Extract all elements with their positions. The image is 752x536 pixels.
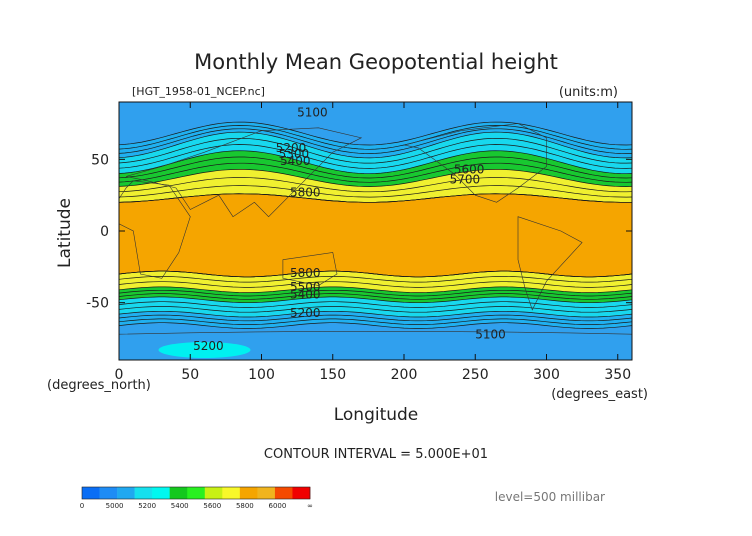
contour-label: 5600 bbox=[454, 163, 485, 177]
colorbar-bin bbox=[169, 487, 188, 499]
x-tick-label: 250 bbox=[462, 367, 489, 383]
contour-line bbox=[119, 306, 632, 313]
x-unit-label: (degrees_east) bbox=[551, 387, 648, 402]
colorbar-tick-label: 5000 bbox=[106, 502, 124, 510]
coastline-3 bbox=[403, 123, 547, 203]
contour-line bbox=[119, 125, 632, 150]
contour-line bbox=[119, 293, 632, 300]
band-tropical-high bbox=[119, 193, 632, 277]
colorbar-frame bbox=[81, 486, 311, 500]
contour-line bbox=[119, 128, 632, 154]
contour-line bbox=[119, 301, 632, 308]
colorbar-bin bbox=[274, 487, 293, 499]
colorbar-tick-label: 5600 bbox=[203, 502, 221, 510]
colorbar-bin bbox=[222, 487, 241, 499]
contour-label: 5200 bbox=[276, 141, 307, 155]
x-tick-label: 350 bbox=[604, 367, 631, 383]
contour-label: 5500 bbox=[290, 280, 321, 294]
contour-line bbox=[119, 121, 632, 146]
y-unit-label: (degrees_north) bbox=[47, 378, 151, 393]
contour-line bbox=[119, 162, 632, 183]
y-tick-label: 50 bbox=[91, 152, 109, 168]
contour-label: 5100 bbox=[475, 328, 506, 342]
y-tick-label: 0 bbox=[100, 224, 109, 240]
north-band-5100-5200 bbox=[119, 122, 632, 158]
contour-label: 5400 bbox=[280, 154, 311, 168]
contour-label: 5200 bbox=[290, 306, 321, 320]
north-band-5200-5400 bbox=[119, 132, 632, 174]
contour-label: 5800 bbox=[290, 266, 321, 280]
contour-line bbox=[119, 322, 632, 329]
contour-line bbox=[119, 185, 632, 198]
contour-interval-text: CONTOUR INTERVAL = 5.000E+01 bbox=[264, 447, 488, 462]
colorbar-tick-label: 5800 bbox=[236, 502, 254, 510]
colorbar-bin bbox=[99, 487, 118, 499]
colorbar-bin bbox=[187, 487, 206, 499]
colorbar-bin bbox=[134, 487, 153, 499]
coastline-4 bbox=[517, 216, 583, 311]
y-axis-label: Latitude bbox=[55, 198, 75, 268]
contour-line bbox=[119, 289, 632, 297]
x-axis-label: Longitude bbox=[334, 405, 419, 425]
colorbar-bin bbox=[239, 487, 258, 499]
contour-line bbox=[119, 276, 632, 283]
y-tick-label: -50 bbox=[86, 296, 109, 312]
contour-line bbox=[119, 286, 632, 293]
south-band-5400-5600 bbox=[119, 286, 632, 303]
colorbar-bin bbox=[292, 487, 311, 499]
colorbar-tick-label: 5200 bbox=[138, 502, 156, 510]
plot-area: 5100520053005400560057005800580055005400… bbox=[86, 101, 633, 383]
contour-line bbox=[119, 310, 632, 318]
coastline-antarctica bbox=[119, 331, 632, 335]
contour-line bbox=[119, 281, 632, 288]
contour-line bbox=[119, 270, 632, 278]
contour-label: 5300 bbox=[279, 147, 310, 161]
colorbar-tick-label: 0 bbox=[80, 502, 84, 510]
colorbar-tick-label: ∞ bbox=[307, 502, 313, 510]
source-file-label: [HGT_1958-01_NCEP.nc] bbox=[132, 85, 265, 98]
x-tick-label: 0 bbox=[115, 367, 124, 383]
contour-line bbox=[119, 169, 632, 187]
contour-label: 5100 bbox=[297, 105, 328, 119]
contour-line bbox=[119, 296, 632, 304]
contour-line bbox=[119, 177, 632, 193]
x-tick-label: 300 bbox=[533, 367, 560, 383]
contour-label: 5400 bbox=[290, 287, 321, 301]
colorbar: 0 5000 5200 5400 5600 5800 6000 ∞ bbox=[80, 486, 313, 510]
contour-line bbox=[119, 314, 632, 322]
coastline-1 bbox=[119, 180, 191, 279]
coastline-0 bbox=[126, 127, 363, 218]
coastline-2 bbox=[282, 252, 338, 286]
contour-label: 5800 bbox=[290, 186, 321, 200]
chart-title: Monthly Mean Geopotential height bbox=[194, 50, 558, 74]
colorbar-tick-label: 6000 bbox=[269, 502, 287, 510]
north-band-5400-5600 bbox=[119, 150, 632, 187]
x-tick-label: 100 bbox=[248, 367, 275, 383]
contour-line bbox=[119, 193, 632, 203]
x-tick-label: 150 bbox=[319, 367, 346, 383]
x-tick-label: 50 bbox=[181, 367, 199, 383]
colorbar-bin bbox=[257, 487, 276, 499]
colorbar-bin bbox=[82, 487, 100, 499]
x-tick-label: 200 bbox=[391, 367, 418, 383]
polar-low-south bbox=[158, 341, 251, 358]
contour-line bbox=[119, 318, 632, 325]
colorbar-bin bbox=[117, 487, 135, 499]
colorbar-tick-label: 5400 bbox=[171, 502, 189, 510]
contour-label: 5200 bbox=[193, 339, 224, 353]
south-band-5100-5200 bbox=[119, 311, 632, 329]
level-text: level=500 millibar bbox=[495, 490, 605, 504]
contour-label: 5700 bbox=[450, 173, 481, 187]
colorbar-bin bbox=[152, 487, 170, 499]
contour-field: 5100520053005400560057005800580055005400… bbox=[119, 102, 632, 360]
units-label: (units:m) bbox=[559, 85, 618, 100]
colorbar-bin bbox=[204, 487, 223, 499]
